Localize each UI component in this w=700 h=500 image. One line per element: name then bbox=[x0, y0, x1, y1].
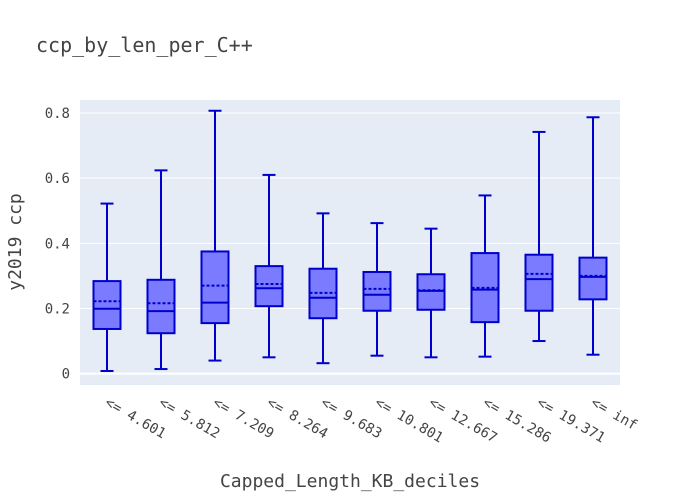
y-axis-tick-labels: 0 0.2 0.4 0.6 0.8 bbox=[45, 106, 70, 383]
x-axis-tick-labels: <= 4.601<= 5.812<= 7.209<= 8.264<= 9.683… bbox=[102, 395, 640, 447]
iqr-box bbox=[200, 250, 230, 325]
x-axis-title: Capped_Length_KB_deciles bbox=[220, 471, 480, 492]
box-7 bbox=[416, 227, 446, 359]
y-tick-label: 0 bbox=[62, 367, 70, 383]
box-4 bbox=[254, 173, 284, 359]
box-series bbox=[92, 109, 608, 372]
box-5 bbox=[308, 212, 338, 365]
box-3 bbox=[200, 109, 230, 362]
x-tick-label: <= 5.812 bbox=[156, 395, 222, 443]
iqr-box bbox=[254, 265, 284, 308]
chart-title: ccp_by_len_per_C++ bbox=[36, 33, 253, 57]
y-axis-title: y2019 ccp bbox=[5, 193, 26, 291]
box-2 bbox=[146, 169, 176, 371]
box-6 bbox=[362, 222, 392, 357]
y-tick-label: 0.4 bbox=[45, 236, 70, 252]
y-tick-label: 0.6 bbox=[45, 171, 70, 187]
x-tick-label: <= 8.264 bbox=[264, 395, 330, 443]
iqr-box bbox=[578, 256, 608, 301]
iqr-box bbox=[146, 278, 176, 335]
box-8 bbox=[470, 194, 500, 358]
iqr-box bbox=[524, 253, 554, 312]
box-9 bbox=[524, 130, 554, 343]
y-tick-label: 0.8 bbox=[45, 106, 70, 122]
x-tick-label: <= 7.209 bbox=[210, 395, 276, 443]
iqr-box bbox=[92, 280, 122, 330]
box-10 bbox=[578, 116, 608, 356]
plot-background bbox=[80, 100, 620, 385]
iqr-box bbox=[416, 273, 446, 311]
x-tick-label: <= 4.601 bbox=[102, 395, 168, 443]
iqr-box bbox=[362, 270, 392, 312]
x-tick-label: <= 9.683 bbox=[318, 395, 384, 443]
box-1 bbox=[92, 202, 122, 372]
y-tick-label: 0.2 bbox=[45, 301, 70, 317]
